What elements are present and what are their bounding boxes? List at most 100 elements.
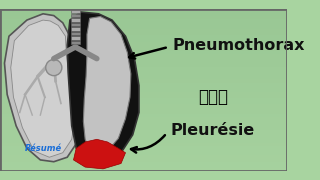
Bar [0,84,287,85]
Polygon shape [71,9,80,13]
Bar [0,25,287,26]
Bar [0,124,287,125]
Polygon shape [71,36,80,40]
Bar [0,33,287,34]
Text: Pneumothorax: Pneumothorax [172,38,305,53]
Bar [0,164,287,165]
Bar [0,121,287,122]
Bar [0,47,287,48]
Bar [0,58,287,59]
Bar [0,80,287,81]
Bar [0,90,287,91]
Bar [0,9,287,10]
Bar [0,140,287,141]
Bar [0,162,287,163]
Bar [0,102,287,103]
Bar [0,153,287,154]
Bar [0,82,287,83]
Bar [0,134,287,135]
Bar [0,105,287,106]
Bar [0,72,287,73]
Polygon shape [71,23,80,26]
Bar [0,125,287,126]
Bar [0,156,287,157]
Bar [0,136,287,137]
Bar [0,109,287,110]
Bar [0,60,287,61]
Bar [0,75,287,76]
Bar [0,166,287,167]
Bar [0,145,287,146]
Bar [0,141,287,142]
Bar [0,91,287,92]
Bar [0,95,287,96]
Bar [0,43,287,44]
Bar [0,88,287,89]
Bar [0,83,287,84]
Text: Pleurésie: Pleurésie [170,123,255,138]
Bar [0,85,287,86]
Bar [0,160,287,161]
Bar [0,29,287,30]
Bar [0,161,287,162]
Bar [0,108,287,109]
Polygon shape [71,27,80,31]
Bar [0,78,287,79]
Bar [0,35,287,36]
Bar [0,55,287,56]
Bar [0,62,287,63]
Bar [0,152,287,153]
Bar [0,169,287,170]
Bar [0,170,287,171]
Bar [0,23,287,24]
Bar [0,137,287,138]
Bar [0,144,287,145]
Bar [0,74,287,75]
Bar [0,107,287,108]
Bar [0,93,287,94]
Bar [0,135,287,136]
Bar [0,70,287,71]
Bar [0,98,287,99]
Bar [0,67,287,68]
Bar [0,66,287,67]
Bar [0,44,287,45]
Bar [0,81,287,82]
Bar [0,150,287,151]
Bar [0,45,287,46]
Bar [0,146,287,147]
Bar [0,14,287,15]
Bar [0,17,287,18]
Bar [0,106,287,107]
Bar [0,26,287,27]
Bar [0,159,287,160]
Bar [0,63,287,64]
Polygon shape [4,14,81,162]
Bar [0,119,287,120]
Bar [0,142,287,143]
Bar [0,12,287,13]
Bar [0,133,287,134]
Bar [0,87,287,88]
Bar [0,114,287,115]
Bar [0,64,287,65]
Bar [0,52,287,53]
Bar [0,163,287,164]
Bar [0,28,287,29]
Bar [0,99,287,100]
Bar [0,96,287,97]
Bar [0,24,287,25]
Bar [0,54,287,55]
Bar [0,155,287,156]
Bar [0,53,287,54]
Bar [0,11,287,12]
Bar [0,37,287,38]
Bar [0,165,287,166]
Polygon shape [71,18,80,22]
Bar [0,31,287,32]
Bar [0,19,287,20]
Bar [0,59,287,60]
Bar [0,104,287,105]
Bar [0,48,287,49]
Bar [0,76,287,77]
